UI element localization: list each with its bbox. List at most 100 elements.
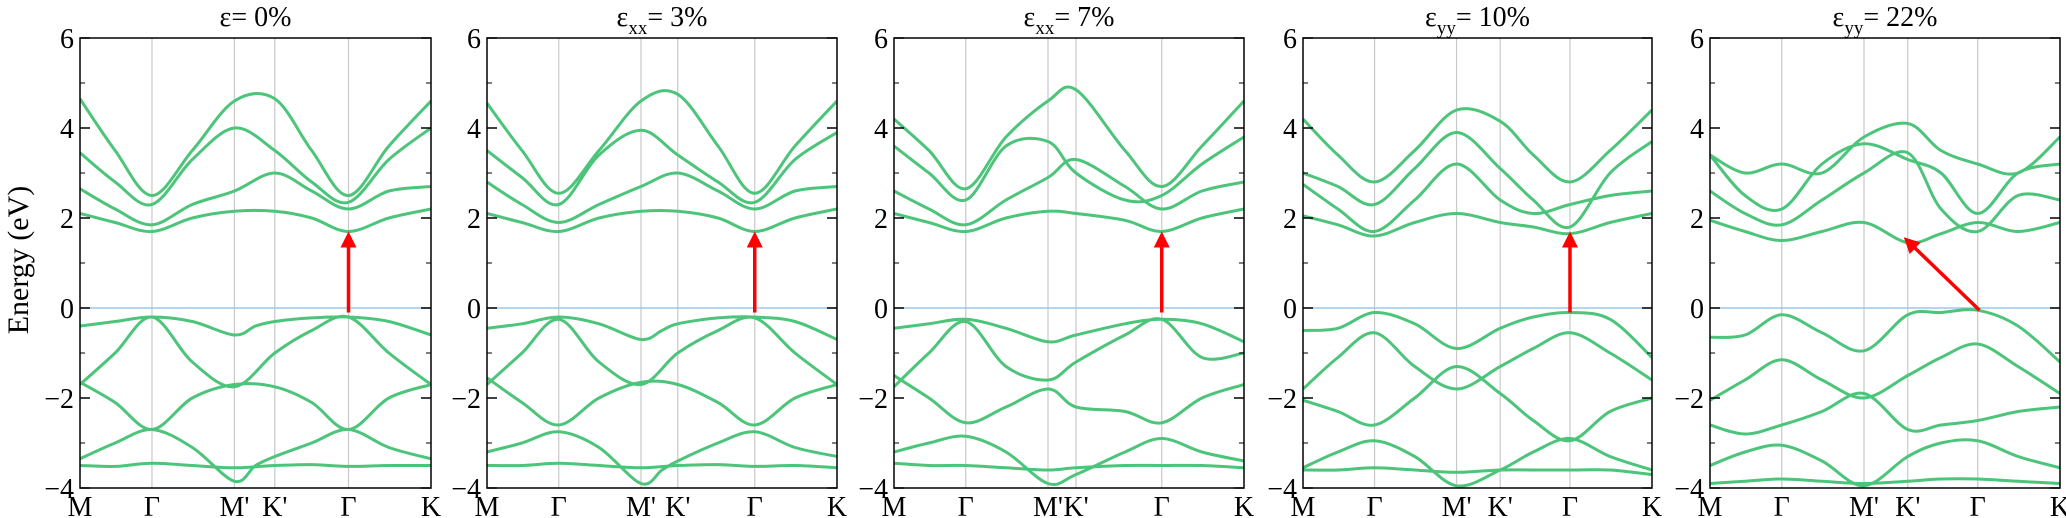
kpoint-label: M' xyxy=(219,492,249,518)
band-line-5 xyxy=(1303,310,1652,359)
kpoint-label: Γ xyxy=(1970,492,1986,518)
bands xyxy=(1303,107,1652,488)
bands xyxy=(80,92,431,484)
kpoint-label: K xyxy=(2050,492,2066,518)
y-tick-label: 2 xyxy=(60,204,74,235)
band-line-4 xyxy=(80,314,431,389)
y-tick-label: 2 xyxy=(874,204,888,235)
panel-title: εxx= 3% xyxy=(617,2,708,39)
band-line-1 xyxy=(1710,477,2060,485)
y-tick-label: −2 xyxy=(858,384,888,415)
kpoint-label: Γ xyxy=(551,492,567,518)
band-line-5 xyxy=(894,317,1244,344)
y-tick-label: −2 xyxy=(1267,384,1297,415)
y-tick-label: 0 xyxy=(1283,294,1297,325)
kpoint-label: K' xyxy=(1488,492,1513,518)
y-tick-label: −2 xyxy=(1674,384,1704,415)
axes-frame xyxy=(1709,37,2061,489)
y-tick-label: 6 xyxy=(60,24,74,55)
y-tick-label: 0 xyxy=(1690,294,1704,325)
panel-title: εyy= 10% xyxy=(1425,2,1530,39)
kpoint-label: M xyxy=(475,492,500,518)
band-line-2 xyxy=(894,434,1244,486)
y-tick-label: −2 xyxy=(451,384,481,415)
band-line-8 xyxy=(80,126,431,207)
y-tick-label: 6 xyxy=(467,24,481,55)
band-line-2 xyxy=(487,430,837,486)
panel-title: ε= 0% xyxy=(220,2,292,33)
bands xyxy=(487,89,837,486)
kpoint-label: K xyxy=(1642,492,1662,518)
band-line-9 xyxy=(80,92,431,197)
band-line-1 xyxy=(487,461,837,470)
y-axis-label: Energy (eV) xyxy=(2,186,35,335)
kpoint-label: Γ xyxy=(1154,492,1170,518)
band-line-6 xyxy=(1710,218,2060,245)
bands xyxy=(894,85,1244,486)
kpoint-label: K' xyxy=(1895,492,1920,518)
panels: −4 −2 0 2 4 6 M Γ M' K' Γ Kε= 0% −4 −2 0 2 4 6 M Γ M' K' Γ Kεxx… xyxy=(44,2,2066,518)
y-tick-label: −4 xyxy=(1267,474,1297,505)
band-line-9 xyxy=(487,89,837,195)
y-tick-label: −4 xyxy=(858,474,888,505)
y-tick-label: 4 xyxy=(1690,114,1704,145)
y-tick-label: 2 xyxy=(467,204,481,235)
y-tick-label: 0 xyxy=(467,294,481,325)
y-tick-label: 2 xyxy=(1283,204,1297,235)
kpoint-label: K xyxy=(827,492,847,518)
kpoint-label: Γ xyxy=(958,492,974,518)
kpoint-label: M' xyxy=(626,492,656,518)
band-line-8 xyxy=(894,135,1244,204)
panel-title: εxx= 7% xyxy=(1024,2,1115,39)
bands xyxy=(1710,121,2060,488)
y-tick-label: 4 xyxy=(60,114,74,145)
kpoint-label: Γ xyxy=(340,492,356,518)
transition-arrow xyxy=(1903,237,1981,312)
y-tick-label: 2 xyxy=(1690,204,1704,235)
y-tick-label: −4 xyxy=(44,474,74,505)
band-line-9 xyxy=(1710,121,2060,176)
band-line-4 xyxy=(894,317,1244,388)
y-tick-label: 4 xyxy=(467,114,481,145)
kpoint-label: K xyxy=(421,492,441,518)
kpoint-label: Γ xyxy=(747,492,763,518)
band-line-3 xyxy=(1303,364,1652,443)
y-tick-label: 4 xyxy=(874,114,888,145)
band-line-1 xyxy=(1303,466,1652,476)
band-line-7 xyxy=(1710,150,2060,234)
kpoint-label: K' xyxy=(262,492,287,518)
y-tick-label: 6 xyxy=(1283,24,1297,55)
band-line-7 xyxy=(80,171,431,227)
band-line-2 xyxy=(1303,436,1652,488)
band-line-6 xyxy=(1303,212,1652,238)
band-line-6 xyxy=(487,207,837,234)
kpoint-label: Γ xyxy=(144,492,160,518)
band-line-5 xyxy=(80,315,431,337)
y-tick-label: 0 xyxy=(874,294,888,325)
band-line-4 xyxy=(487,315,837,387)
kpoint-label: K' xyxy=(1063,492,1088,518)
kpoint-label: K' xyxy=(665,492,690,518)
band-line-9 xyxy=(1303,107,1652,184)
band-line-6 xyxy=(894,207,1244,234)
band-line-8 xyxy=(487,128,837,207)
band-line-7 xyxy=(1303,162,1652,234)
y-tick-label: −4 xyxy=(451,474,481,505)
band-line-8 xyxy=(1710,142,2060,215)
band-line-3 xyxy=(894,374,1244,425)
panel-1: −4 −2 0 2 4 6 M Γ M' K' Γ Kε= 0% xyxy=(44,2,441,518)
band-line-5 xyxy=(1710,308,2060,364)
band-line-5 xyxy=(487,315,837,342)
band-line-7 xyxy=(487,171,837,224)
band-line-2 xyxy=(80,427,431,484)
axes-frame xyxy=(486,37,838,489)
y-tick-label: 0 xyxy=(60,294,74,325)
kpoint-label: M xyxy=(68,492,93,518)
band-line-2 xyxy=(1710,438,2060,488)
band-line-4 xyxy=(1303,331,1652,391)
band-line-3 xyxy=(1710,391,2060,436)
band-line-6 xyxy=(80,207,431,234)
